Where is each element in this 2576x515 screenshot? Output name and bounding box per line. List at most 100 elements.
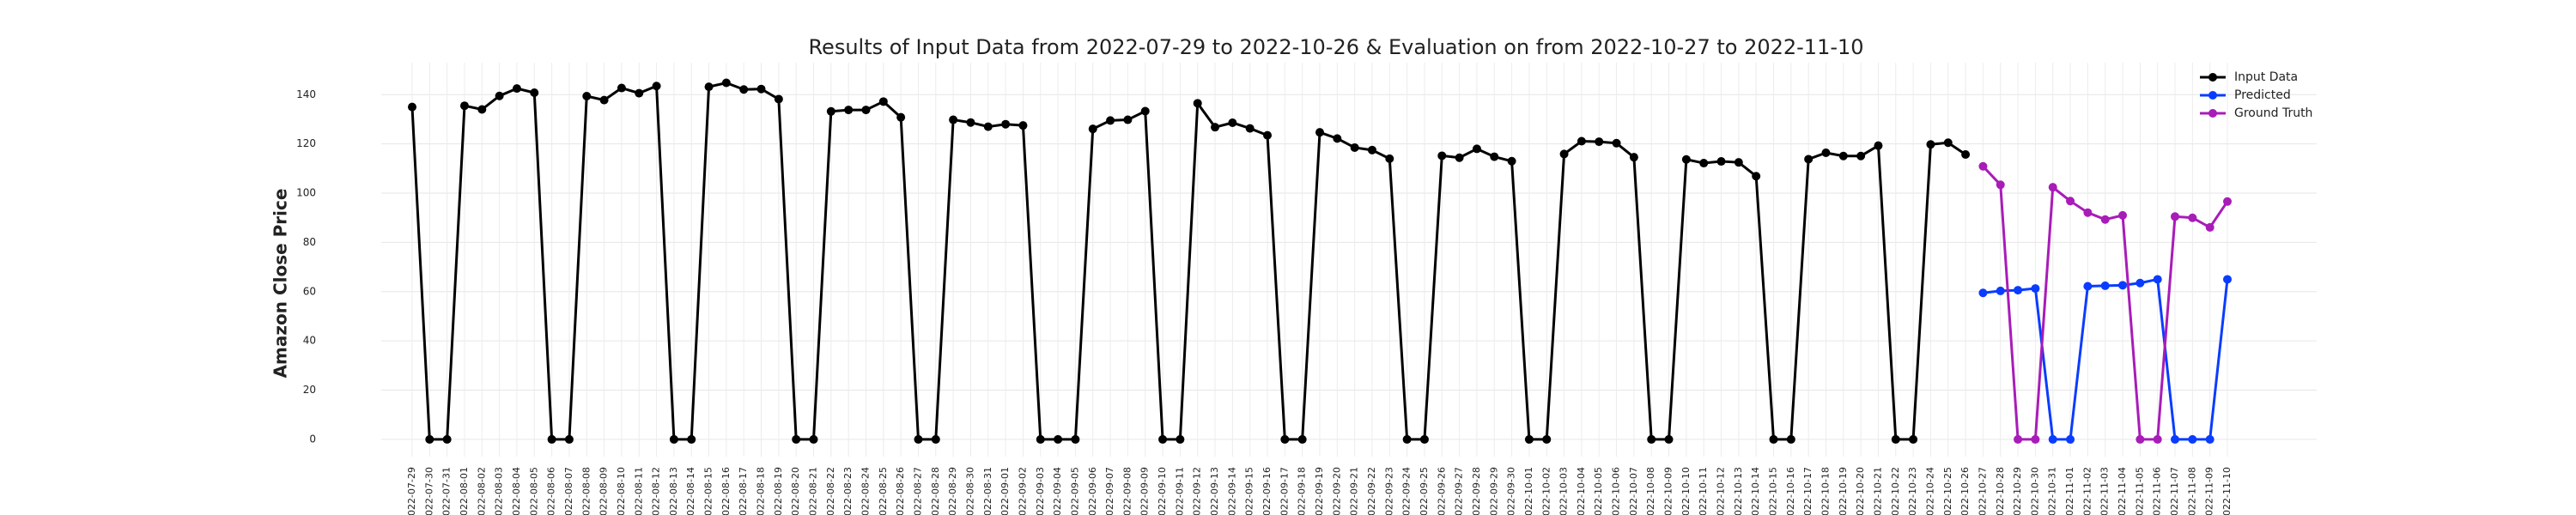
data-point xyxy=(1821,148,1831,157)
chart-title: Results of Input Data from 2022-07-29 to… xyxy=(808,35,1863,59)
data-point xyxy=(1350,142,1359,152)
x-tick-label: 2022-10-11 xyxy=(1698,467,1709,515)
x-tick-label: 2022-08-30 xyxy=(964,467,975,515)
data-point xyxy=(1088,124,1097,134)
data-point xyxy=(1367,145,1376,154)
data-point xyxy=(2083,208,2093,217)
x-tick-label: 2022-11-06 xyxy=(2152,467,2163,515)
x-tick-label: 2022-10-19 xyxy=(1838,467,1849,515)
legend-marker xyxy=(2208,91,2217,100)
x-tick-label: 2022-10-24 xyxy=(1924,467,1935,515)
x-tick-label: 2022-08-27 xyxy=(912,467,923,515)
x-tick-label: 2022-09-28 xyxy=(1471,467,1482,515)
data-point xyxy=(1437,151,1447,161)
data-point xyxy=(756,84,766,94)
data-point xyxy=(792,434,801,444)
data-point xyxy=(1542,434,1552,444)
data-point xyxy=(1577,136,1586,146)
data-point xyxy=(1018,121,1028,130)
x-tick-label: 2022-09-16 xyxy=(1261,467,1273,515)
data-point xyxy=(2205,222,2215,232)
data-point xyxy=(1786,434,1795,444)
x-tick-label: 2022-07-29 xyxy=(406,467,417,515)
data-point xyxy=(564,434,574,444)
x-tick-label: 2022-11-02 xyxy=(2081,467,2093,515)
data-point xyxy=(599,95,609,105)
data-point xyxy=(739,85,749,94)
y-tick-label: 40 xyxy=(303,335,316,347)
data-point xyxy=(582,92,592,101)
x-tick-label: 2022-08-23 xyxy=(842,467,854,515)
x-tick-label: 2022-11-09 xyxy=(2204,467,2215,515)
data-point xyxy=(1402,434,1412,444)
data-point xyxy=(1699,159,1709,168)
data-point xyxy=(1297,434,1307,444)
data-point xyxy=(687,434,696,444)
data-point xyxy=(530,88,539,97)
x-tick-label: 2022-08-04 xyxy=(511,467,522,515)
data-point xyxy=(1996,286,2005,295)
data-point xyxy=(704,82,714,92)
x-tick-label: 2022-08-31 xyxy=(982,467,993,515)
data-point xyxy=(1943,138,1953,148)
data-point xyxy=(2066,197,2075,206)
data-point xyxy=(512,84,521,94)
data-point xyxy=(1315,128,1324,137)
x-tick-label: 2022-09-01 xyxy=(999,467,1011,515)
data-point xyxy=(1106,116,1115,125)
data-point xyxy=(1228,118,1237,127)
data-point xyxy=(2014,286,2023,295)
data-point xyxy=(2153,434,2162,444)
x-tick-label: 2022-10-08 xyxy=(1645,467,1656,515)
data-point xyxy=(1752,172,1761,181)
data-point xyxy=(1385,154,1394,163)
x-tick-label: 2022-09-18 xyxy=(1297,467,1308,515)
x-tick-label: 2022-08-25 xyxy=(878,467,889,515)
x-tick-label: 2022-09-26 xyxy=(1436,467,1447,515)
x-tick-label: 2022-10-28 xyxy=(1995,467,2006,515)
data-point xyxy=(1559,149,1569,159)
data-point xyxy=(914,434,923,444)
x-tick-label: 2022-10-07 xyxy=(1628,467,1639,515)
data-point xyxy=(1769,434,1778,444)
data-point xyxy=(1071,434,1080,444)
data-point xyxy=(425,434,434,444)
x-tick-label: 2022-09-06 xyxy=(1087,467,1098,515)
x-tick-label: 2022-09-29 xyxy=(1488,467,1499,515)
data-point xyxy=(547,434,556,444)
data-point xyxy=(2188,213,2197,222)
x-tick-label: 2022-09-04 xyxy=(1052,467,1063,515)
x-tick-label: 2022-09-27 xyxy=(1454,467,1465,515)
x-tick-label: 2022-08-18 xyxy=(756,467,767,515)
data-point xyxy=(949,115,958,124)
data-point xyxy=(2100,215,2110,224)
data-point xyxy=(1996,180,2005,190)
x-tick-label: 2022-08-24 xyxy=(860,467,872,515)
data-point xyxy=(459,101,469,111)
x-tick-label: 2022-10-05 xyxy=(1593,467,1604,515)
data-point xyxy=(1001,119,1011,129)
data-point xyxy=(809,434,818,444)
x-tick-label: 2022-10-27 xyxy=(1977,467,1988,515)
x-tick-label: 2022-11-03 xyxy=(2099,467,2111,515)
data-point xyxy=(1664,434,1674,444)
y-tick-label: 60 xyxy=(303,285,316,297)
data-point xyxy=(1629,153,1638,162)
data-point xyxy=(2223,197,2232,206)
x-tick-label: 2022-08-03 xyxy=(494,467,505,515)
data-point xyxy=(844,106,854,115)
x-tick-label: 2022-09-21 xyxy=(1349,467,1360,515)
data-point xyxy=(2136,434,2145,444)
y-tick-label: 140 xyxy=(296,88,316,100)
x-tick-label: 2022-09-20 xyxy=(1331,467,1342,515)
data-point xyxy=(1874,141,1883,150)
x-tick-label: 2022-09-19 xyxy=(1314,467,1325,515)
data-point xyxy=(2066,434,2075,444)
data-point xyxy=(408,102,416,112)
data-point xyxy=(1245,124,1255,133)
x-tick-label: 2022-08-12 xyxy=(651,467,662,515)
x-tick-label: 2022-09-07 xyxy=(1104,467,1115,515)
y-tick-label: 20 xyxy=(303,384,316,396)
x-tick-label: 2022-08-10 xyxy=(616,467,627,515)
